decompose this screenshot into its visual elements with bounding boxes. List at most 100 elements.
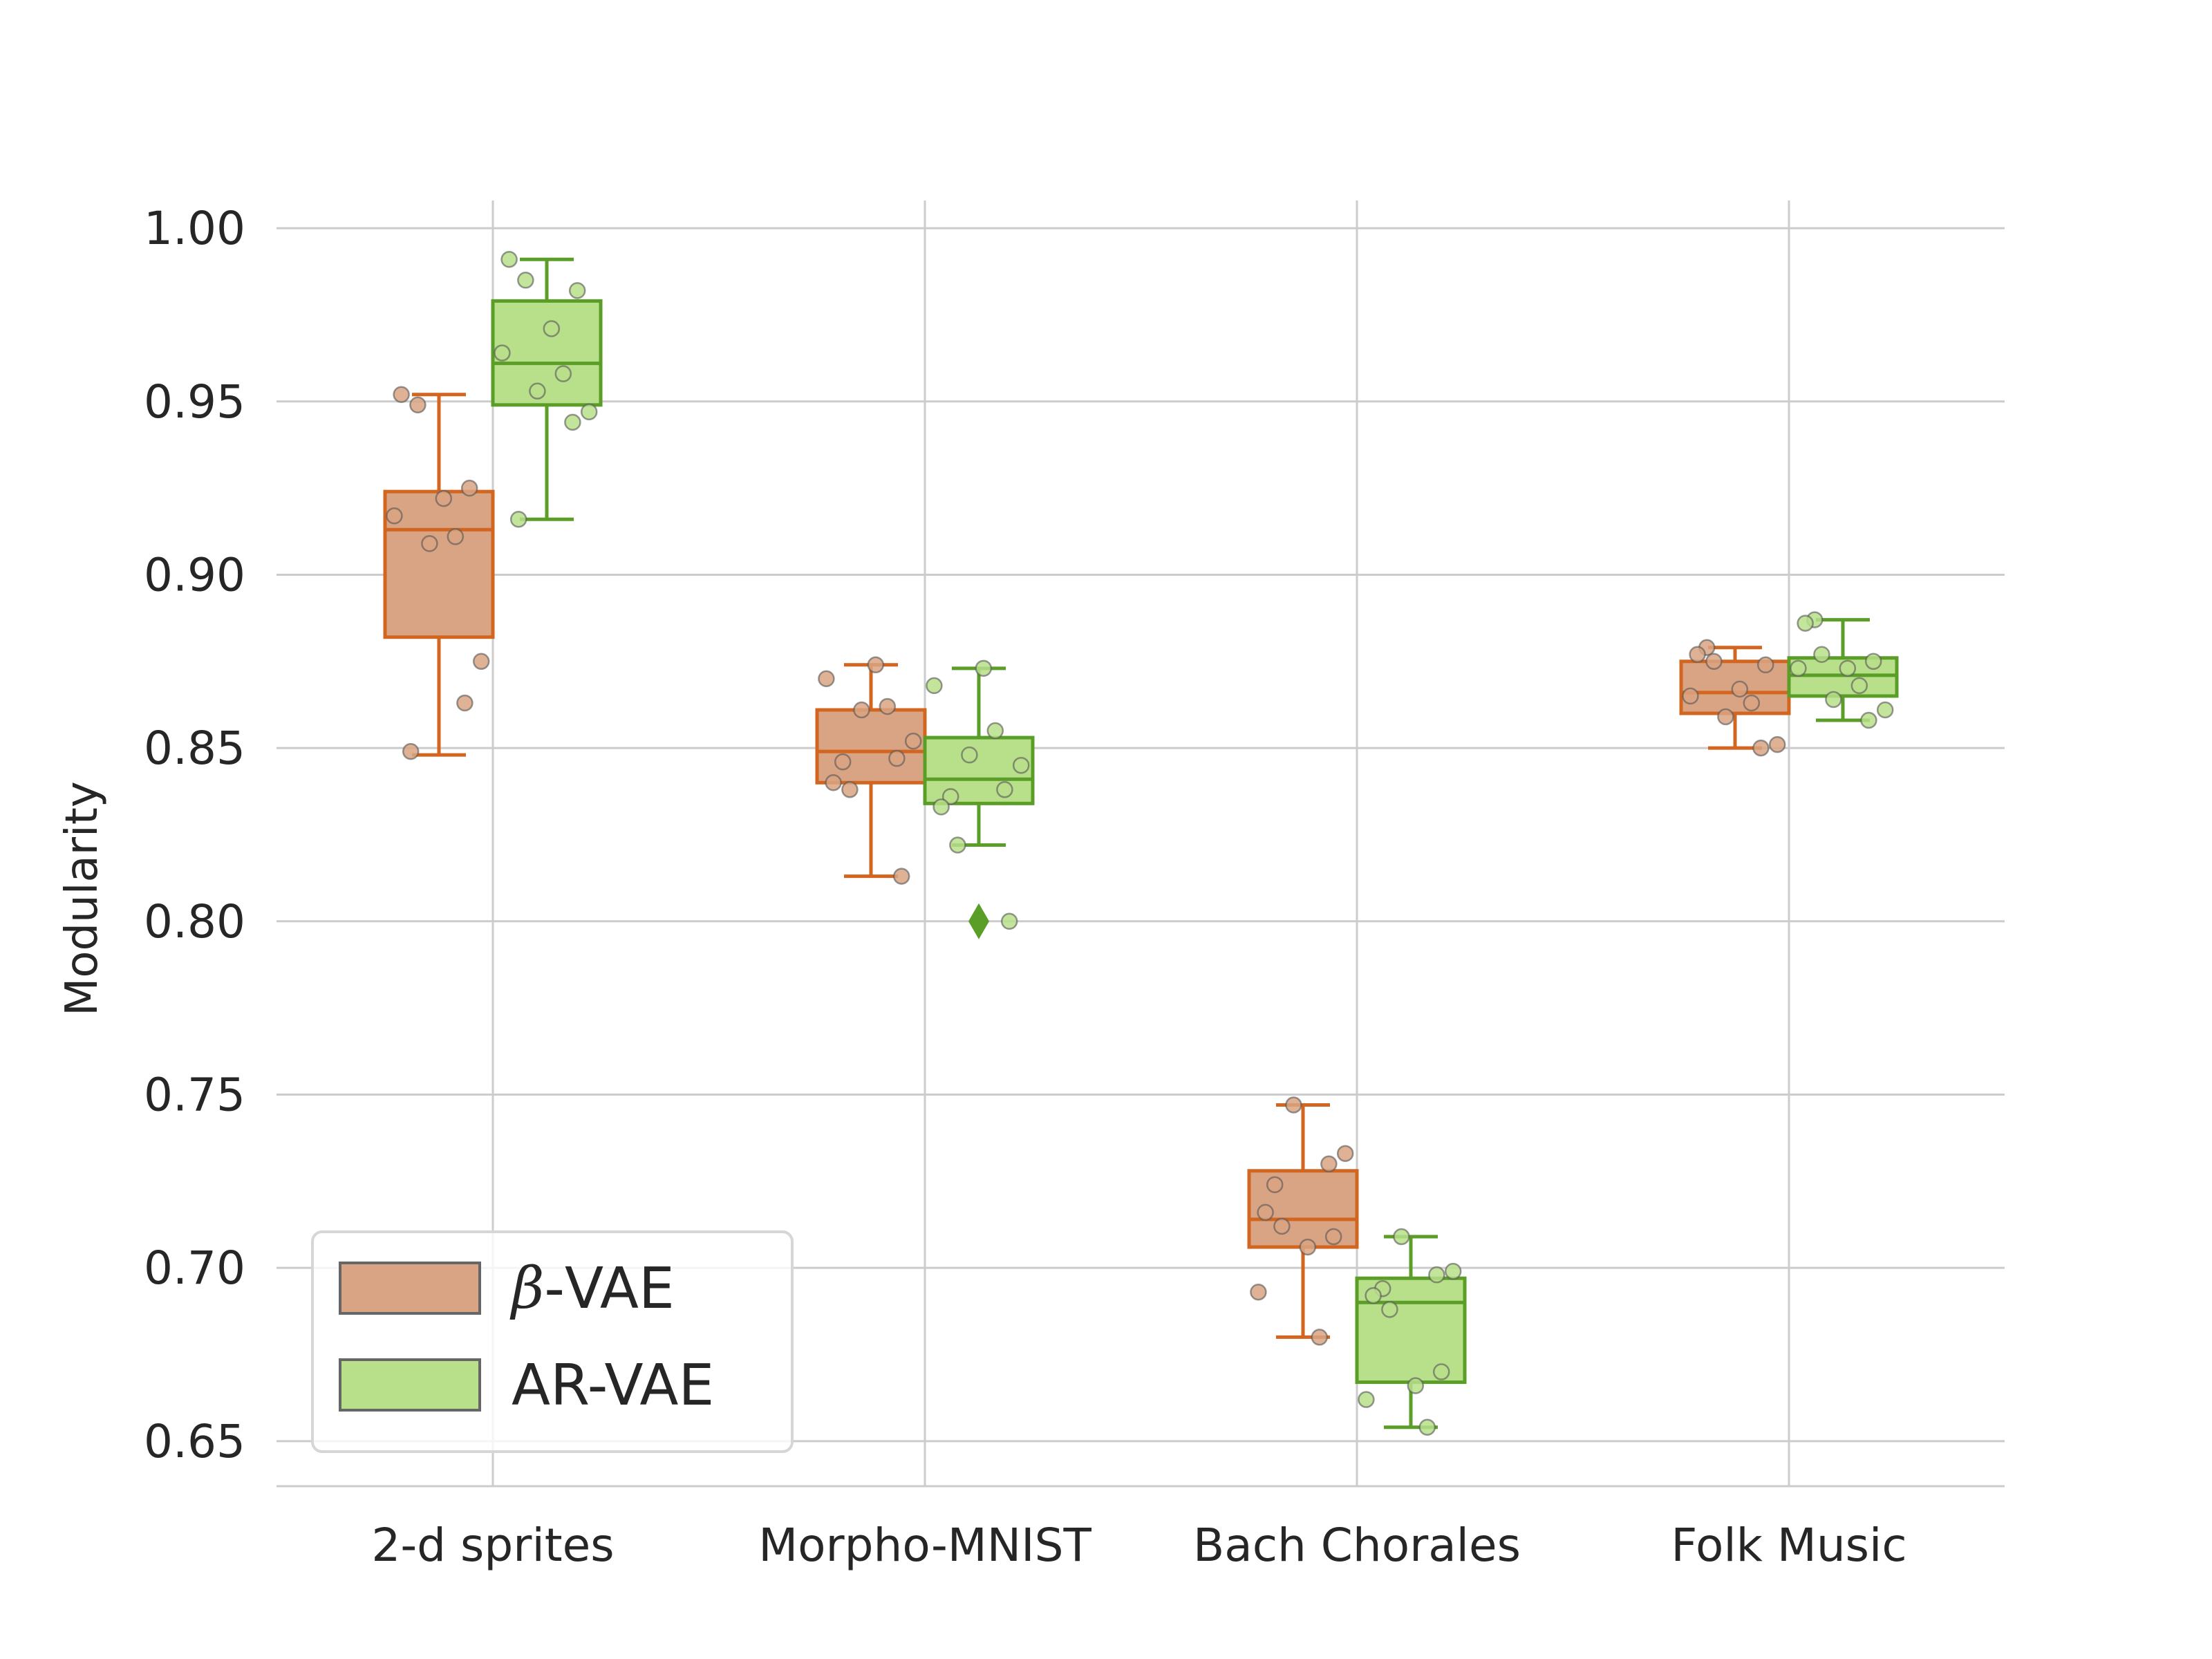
legend: β-VAE AR-VAE: [311, 1230, 794, 1453]
data-point: [1000, 912, 1018, 930]
data-point: [825, 774, 842, 791]
data-point: [853, 701, 870, 719]
data-point: [834, 753, 852, 771]
data-point: [961, 746, 978, 764]
data-point: [1813, 646, 1830, 664]
data-point: [1705, 653, 1723, 671]
y-tick-label: 0.75: [144, 1068, 245, 1121]
data-point: [580, 403, 598, 421]
y-tick-label: 0.65: [144, 1415, 245, 1468]
data-point: [1407, 1377, 1425, 1394]
data-point: [904, 732, 922, 750]
y-tick-label: 0.90: [144, 548, 245, 601]
data-point: [996, 781, 1013, 798]
data-point: [1273, 1217, 1291, 1235]
data-point: [1393, 1228, 1410, 1246]
legend-swatch-ar-vae: [339, 1358, 481, 1412]
data-point: [818, 670, 835, 688]
legend-label-beta-vae: β-VAE: [509, 1256, 675, 1322]
y-tick-label: 0.95: [144, 375, 245, 429]
data-point: [1850, 677, 1868, 695]
grid: [276, 200, 2005, 1486]
data-point: [1743, 694, 1761, 712]
data-point: [402, 742, 420, 760]
box-group: [1247, 1096, 1359, 1346]
data-point: [472, 653, 490, 671]
data-point: [1860, 711, 1877, 729]
data-point: [435, 489, 453, 507]
data-point: [1418, 1418, 1436, 1436]
x-tick-label: 2-d sprites: [371, 1519, 614, 1572]
data-point: [941, 788, 959, 805]
data-point: [879, 697, 897, 715]
legend-swatch-beta-vae: [339, 1262, 481, 1315]
data-point: [1864, 653, 1882, 671]
data-point: [1381, 1301, 1398, 1318]
outlier-marker: [968, 903, 989, 939]
box-group: [383, 386, 495, 760]
x-tick-label: Bach Chorales: [1193, 1519, 1521, 1572]
data-point: [564, 413, 581, 431]
box-group: [1787, 611, 1899, 729]
data-point: [926, 677, 943, 695]
data-point: [421, 535, 438, 552]
data-point: [509, 510, 527, 528]
y-tick-label: 0.70: [144, 1241, 245, 1295]
data-point: [1358, 1391, 1375, 1408]
data-point: [517, 272, 534, 289]
data-point: [841, 781, 859, 798]
data-point: [568, 282, 586, 299]
data-point: [1717, 708, 1734, 726]
data-point: [1797, 615, 1814, 632]
data-point: [1432, 1363, 1450, 1380]
data-point: [1250, 1283, 1267, 1301]
data-point: [1285, 1096, 1302, 1114]
data-point: [1756, 656, 1774, 674]
data-point: [1324, 1228, 1342, 1246]
data-point: [554, 365, 572, 382]
data-point: [1731, 680, 1749, 698]
data-point: [932, 798, 950, 816]
data-point: [1428, 1266, 1445, 1284]
data-point: [986, 722, 1004, 740]
data-point: [1311, 1329, 1329, 1346]
box-iqr: [923, 735, 1035, 805]
data-point: [867, 656, 885, 674]
boxes: [383, 250, 1899, 1436]
data-point: [1876, 701, 1894, 719]
data-point: [892, 868, 910, 885]
data-point: [1790, 659, 1807, 677]
y-tick-labels: 0.65 0.70 0.75 0.80 0.85 0.90 0.95 1.00: [144, 202, 245, 1468]
data-point: [1682, 687, 1699, 705]
box-iqr: [491, 299, 603, 407]
box-group: [1355, 1228, 1467, 1436]
data-point: [1299, 1238, 1317, 1256]
data-point: [1752, 739, 1770, 757]
data-point: [447, 528, 465, 545]
data-point: [460, 479, 478, 497]
data-point: [543, 320, 561, 337]
data-point: [888, 749, 906, 767]
x-tick-label: Morpho-MNIST: [758, 1519, 1091, 1572]
data-point: [386, 507, 403, 525]
data-point: [1266, 1176, 1284, 1194]
data-point: [1320, 1155, 1338, 1172]
y-tick-label: 0.85: [144, 722, 245, 775]
data-point: [456, 694, 474, 712]
y-tick-label: 0.80: [144, 895, 245, 948]
data-point: [1768, 735, 1786, 753]
x-tick-labels: 2-d sprites Morpho-MNIST Bach Chorales Folk…: [371, 1519, 1906, 1572]
data-point: [1012, 756, 1030, 774]
y-tick-label: 1.00: [144, 202, 245, 255]
box-group: [491, 250, 603, 528]
box-iqr: [383, 489, 495, 639]
data-point: [1444, 1262, 1462, 1280]
data-point: [529, 382, 546, 400]
data-point: [1336, 1145, 1354, 1162]
data-point: [949, 836, 966, 854]
data-point: [494, 344, 511, 362]
data-point: [500, 250, 518, 268]
data-point: [975, 659, 993, 677]
data-point: [409, 396, 427, 414]
